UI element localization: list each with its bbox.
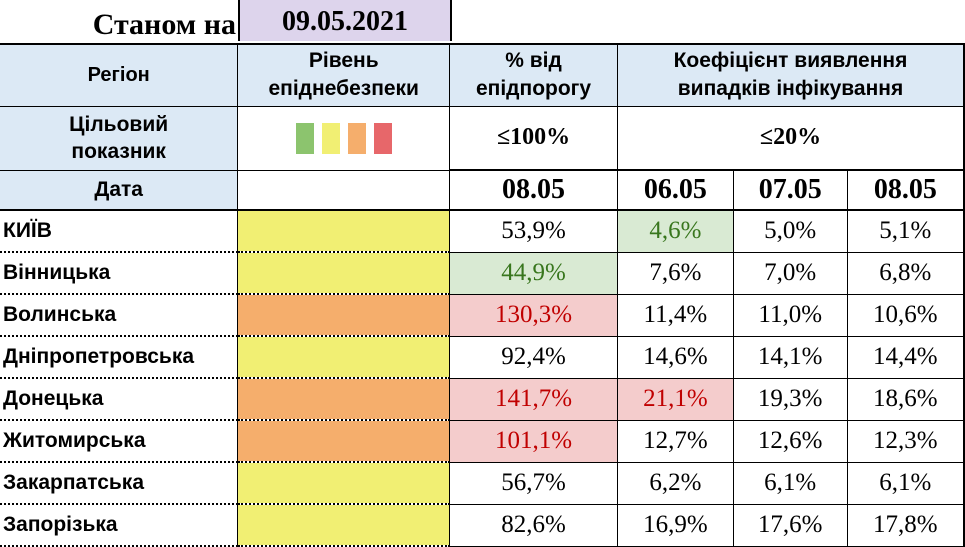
coef-value-3: 18,6% [847, 378, 965, 421]
as-of-date: 09.05.2021 [238, 0, 452, 41]
target-label-line2: показник [71, 140, 166, 163]
coef-date-1: 06.05 [617, 169, 734, 211]
target-label: Цільовий показник [0, 105, 239, 170]
table-row: Донецька 141,7% 21,1% 19,3% 18,6% [0, 378, 965, 421]
level-header-line2: епіднебезпеки [268, 77, 419, 101]
danger-level-cell [237, 378, 451, 421]
coef-value-1: 14,6% [617, 336, 734, 379]
danger-level-cell [237, 420, 451, 463]
table-row: Вінницька 44,9% 7,6% 7,0% 6,8% [0, 252, 965, 295]
percent-value: 53,9% [449, 210, 618, 253]
table-row: Волинська 130,3% 11,4% 11,0% 10,6% [0, 294, 965, 337]
coef-value-1: 16,9% [617, 504, 734, 547]
danger-level-cell [237, 210, 451, 253]
percent-header-line2: епідпорогу [475, 77, 592, 101]
coef-value-2: 19,3% [733, 378, 848, 421]
table-row: Житомирська 101,1% 12,7% 12,6% 12,3% [0, 420, 965, 463]
danger-level-cell [237, 336, 451, 379]
level-header-line1: Рівень [308, 49, 379, 73]
table-row: Запорізька 82,6% 16,9% 17,6% 17,8% [0, 504, 965, 547]
coef-value-3: 14,4% [847, 336, 965, 379]
coef-value-2: 17,6% [733, 504, 848, 547]
coef-value-2: 7,0% [733, 252, 848, 295]
coef-value-1: 6,2% [617, 462, 734, 505]
danger-level-cell [237, 504, 451, 547]
header-row: Регіон Рівень епіднебезпеки % від епідпо… [0, 43, 965, 106]
table-row: КИЇВ 53,9% 4,6% 5,0% 5,1% [0, 210, 965, 253]
coef-value-1: 12,7% [617, 420, 734, 463]
target-row: Цільовий показник ≤100% ≤20% [0, 105, 965, 170]
coef-value-3: 12,3% [847, 420, 965, 463]
coef-value-3: 6,8% [847, 252, 965, 295]
date-label: Дата [0, 169, 239, 211]
table-row: Дніпропетровська 92,4% 14,6% 14,1% 14,4% [0, 336, 965, 379]
percent-value: 92,4% [449, 336, 618, 379]
level-swatch [373, 122, 392, 154]
region-header: Регіон [0, 43, 239, 106]
coef-value-1: 7,6% [617, 252, 734, 295]
table-row: Закарпатська 56,7% 6,2% 6,1% 6,1% [0, 462, 965, 505]
percent-value: 101,1% [449, 420, 618, 463]
as-of-label: Станом на [92, 8, 236, 41]
level-swatch [347, 122, 366, 154]
region-name: Дніпропетровська [0, 336, 239, 379]
level-legend [237, 105, 451, 170]
level-color-swatches [295, 122, 392, 154]
target-percent: ≤100% [449, 105, 618, 170]
coef-value-1: 11,4% [617, 294, 734, 337]
percent-value: 56,7% [449, 462, 618, 505]
regions-table: Регіон Рівень епіднебезпеки % від епідпо… [0, 43, 965, 547]
percent-value: 82,6% [449, 504, 618, 547]
danger-level-cell [237, 294, 451, 337]
coef-value-2: 6,1% [733, 462, 848, 505]
coef-date-2: 07.05 [733, 169, 848, 211]
coef-value-3: 6,1% [847, 462, 965, 505]
region-name: Житомирська [0, 420, 239, 463]
target-label-line1: Цільовий [69, 113, 169, 136]
percent-value: 44,9% [449, 252, 618, 295]
coef-value-2: 11,0% [733, 294, 848, 337]
coef-value-3: 10,6% [847, 294, 965, 337]
coef-value-2: 5,0% [733, 210, 848, 253]
coef-header-line2: випадків інфікування [677, 77, 904, 101]
coef-value-2: 14,1% [733, 336, 848, 379]
date-row: Дата 08.05 06.05 07.05 08.05 [0, 169, 965, 211]
region-name: Донецька [0, 378, 239, 421]
target-coef: ≤20% [617, 105, 965, 170]
danger-level-cell [237, 462, 451, 505]
level-swatch [295, 122, 314, 154]
percent-header-line1: % від [505, 49, 562, 73]
coef-header-line1: Коефіцієнт виявлення [673, 49, 908, 73]
region-name: Волинська [0, 294, 239, 337]
level-header: Рівень епіднебезпеки [237, 43, 451, 106]
date-level-empty [237, 169, 451, 211]
level-swatch [321, 122, 340, 154]
percent-header: % від епідпорогу [449, 43, 618, 106]
percent-date: 08.05 [449, 169, 618, 211]
percent-value: 130,3% [449, 294, 618, 337]
danger-level-cell [237, 252, 451, 295]
region-name: Запорізька [0, 504, 239, 547]
region-name: КИЇВ [0, 210, 239, 253]
coef-value-3: 5,1% [847, 210, 965, 253]
coef-header: Коефіцієнт виявлення випадків інфікуванн… [617, 43, 965, 106]
coef-value-3: 17,8% [847, 504, 965, 547]
percent-value: 141,7% [449, 378, 618, 421]
coef-date-3: 08.05 [847, 169, 965, 211]
region-name: Закарпатська [0, 462, 239, 505]
region-name: Вінницька [0, 252, 239, 295]
coef-value-2: 12,6% [733, 420, 848, 463]
coef-value-1: 4,6% [617, 210, 734, 253]
coef-value-1: 21,1% [617, 378, 734, 421]
